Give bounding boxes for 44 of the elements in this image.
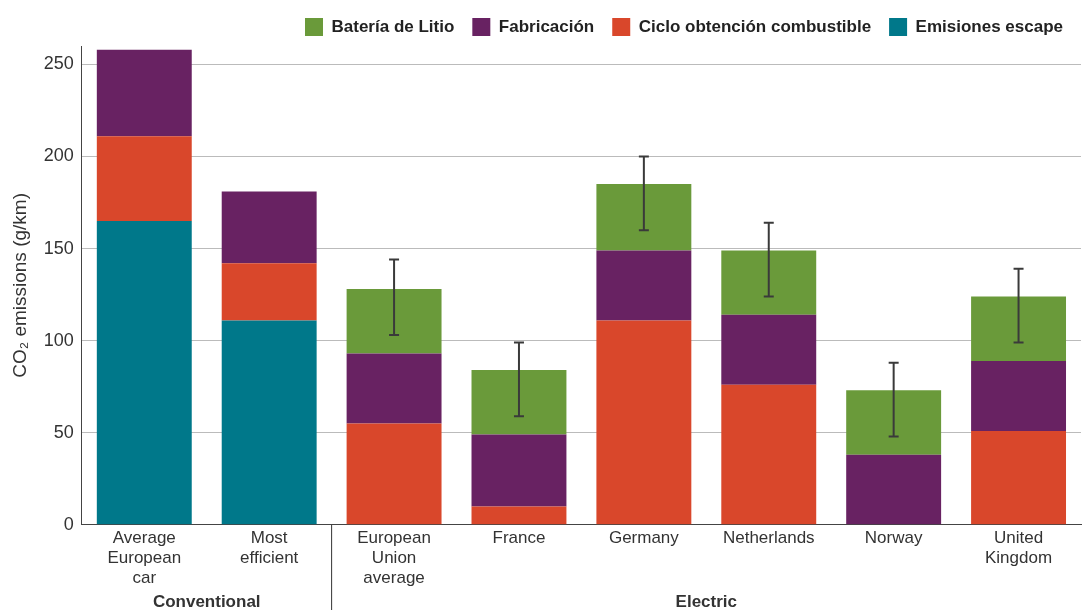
bar — [221, 320, 317, 525]
x-tick-label: Germany — [608, 527, 680, 547]
x-tick-label: Netherlands — [722, 527, 815, 547]
bar — [721, 314, 817, 385]
bar — [846, 390, 942, 455]
y-tick-label: 0 — [63, 513, 74, 534]
y-axis-title: CO₂ emissions (g/km) — [8, 193, 30, 378]
legend-label: Emisiones escape — [915, 16, 1064, 36]
bar — [721, 384, 817, 525]
bar — [596, 184, 692, 251]
x-tick-label: Norway — [864, 527, 923, 547]
legend-label: Batería de Litio — [331, 16, 455, 36]
y-tick-label: 150 — [43, 237, 74, 258]
legend-label: Ciclo obtención combustible — [638, 16, 872, 36]
bar — [346, 423, 442, 525]
x-tick-label: Most efficient — [240, 527, 299, 568]
bar — [346, 353, 442, 424]
bar — [96, 49, 192, 137]
bar — [596, 250, 692, 321]
bar — [471, 434, 567, 507]
bar — [471, 506, 567, 525]
text: Conventional — [152, 592, 261, 611]
bar — [96, 136, 192, 221]
bar — [971, 430, 1067, 525]
bar — [971, 360, 1067, 431]
y-tick-label: 200 — [43, 145, 74, 166]
legend-label: Fabricación — [498, 16, 595, 36]
bar — [221, 263, 317, 321]
bar — [721, 250, 817, 315]
bar — [471, 370, 567, 435]
x-tick-label: European Union average — [357, 527, 431, 588]
text: Electric — [675, 592, 738, 611]
x-tick-label: France — [492, 527, 546, 547]
y-tick-label: 50 — [53, 421, 74, 442]
bar — [971, 296, 1067, 361]
x-tick-label: United Kingdom — [985, 527, 1053, 568]
y-tick-label: 250 — [43, 53, 74, 74]
bar — [346, 289, 442, 354]
bar — [221, 191, 317, 264]
y-tick-label: 100 — [43, 329, 74, 350]
x-tick-label: Average European car — [107, 527, 182, 588]
bar — [596, 320, 692, 525]
bar — [846, 454, 942, 525]
bar — [96, 220, 192, 525]
